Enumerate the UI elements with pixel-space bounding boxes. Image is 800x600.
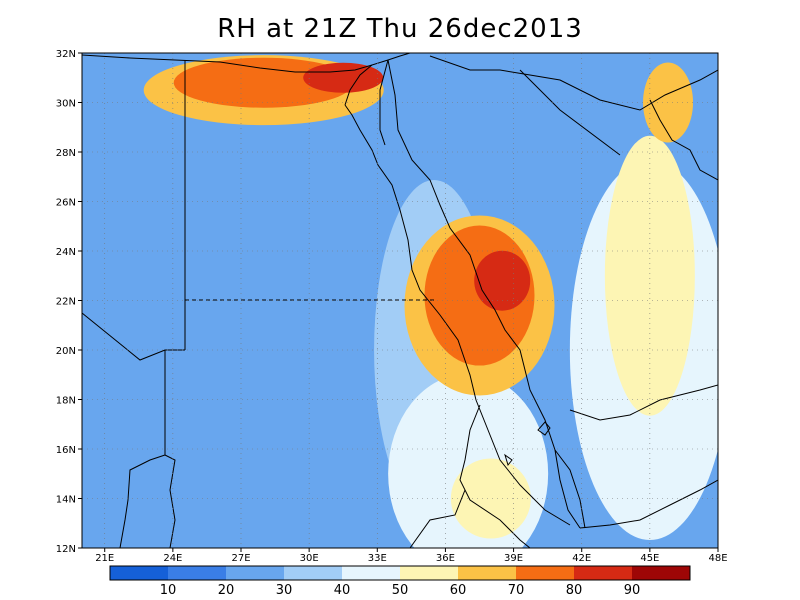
lon-label: 30E <box>300 553 319 564</box>
lon-label: 27E <box>231 553 250 564</box>
lat-label: 16N <box>56 445 76 456</box>
rh-region-redpeak-north <box>303 62 384 93</box>
boundaries <box>82 53 718 548</box>
mediterranean-coast <box>82 53 411 73</box>
plot-area <box>82 53 718 548</box>
lat-label: 14N <box>56 495 76 506</box>
dahlak-islands <box>504 421 551 467</box>
lat-label: 30N <box>56 99 76 110</box>
contour-regions <box>82 55 718 548</box>
colorbar-label: 50 <box>392 583 409 598</box>
lon-label: 39E <box>504 553 523 564</box>
lat-label: 18N <box>56 396 76 407</box>
red-sea-east-coast <box>387 59 581 529</box>
longitude-labels: 21E 24E 27E 30E 33E 36E 39E 42E 45E 48E <box>95 548 728 564</box>
lat-label: 20N <box>56 346 76 357</box>
yemen-west-border <box>554 449 586 529</box>
lon-label: 48E <box>708 553 727 564</box>
colorbar-label: 10 <box>160 583 177 598</box>
lon-label: 21E <box>95 553 114 564</box>
lat-label: 24N <box>56 247 76 258</box>
colorbar-label: 30 <box>276 583 293 598</box>
colorbar-label: 90 <box>624 583 641 598</box>
lon-label: 33E <box>368 553 387 564</box>
colorbar-swatch <box>458 566 517 580</box>
colorbar-label: 60 <box>450 583 467 598</box>
arabia-interior-border <box>519 69 621 156</box>
lon-label: 45E <box>640 553 659 564</box>
colorbar-swatch <box>516 566 575 580</box>
colorbar-swatch <box>632 566 691 580</box>
chad-sudan-border <box>164 454 176 548</box>
colorbar-swatch <box>342 566 401 580</box>
lon-label: 42E <box>572 553 591 564</box>
rh-region-redpeak-redsea <box>474 250 531 311</box>
south-sudan-border <box>409 489 466 548</box>
colorbar-swatch <box>110 566 169 580</box>
arabia-north-border <box>429 55 718 111</box>
colorbar-swatch <box>574 566 633 580</box>
lat-label: 22N <box>56 297 76 308</box>
lon-label: 24E <box>163 553 182 564</box>
yemen-south-coast <box>579 479 718 529</box>
lon-label: 36E <box>436 553 455 564</box>
yemen-saudi-border <box>569 384 718 421</box>
lat-label: 12N <box>56 544 76 555</box>
colorbar-swatch <box>168 566 227 580</box>
colorbar-label: 80 <box>566 583 583 598</box>
lat-label: 32N <box>56 49 76 60</box>
colorbar-swatch <box>284 566 343 580</box>
lat-label: 26N <box>56 198 76 209</box>
lat-label: 28N <box>56 148 76 159</box>
map-title: RH at 21Z Thu 26dec2013 <box>217 14 583 44</box>
kuwait-gulf-coast <box>649 99 718 181</box>
latitude-labels: 12N 14N 16N 18N 20N 22N 24N 26N 28N 30N 32N <box>56 49 82 555</box>
colorbar: 10 20 30 40 50 60 70 80 90 <box>109 565 691 598</box>
colorbar-swatch <box>226 566 285 580</box>
colorbar-swatch <box>400 566 459 580</box>
gulf-of-aqaba <box>379 59 389 146</box>
colorbar-label: 40 <box>334 583 351 598</box>
colorbar-frame <box>109 565 691 581</box>
rh-region-orange-east <box>643 62 694 143</box>
rh-region-yellow-arabia <box>604 135 695 416</box>
rh-region-yellow-ethiopia <box>450 458 531 539</box>
red-sea-west-coast <box>344 104 571 526</box>
colorbar-label: 20 <box>218 583 235 598</box>
suez-coast <box>344 64 373 106</box>
grid-lines <box>82 53 718 548</box>
colorbar-label: 70 <box>508 583 525 598</box>
